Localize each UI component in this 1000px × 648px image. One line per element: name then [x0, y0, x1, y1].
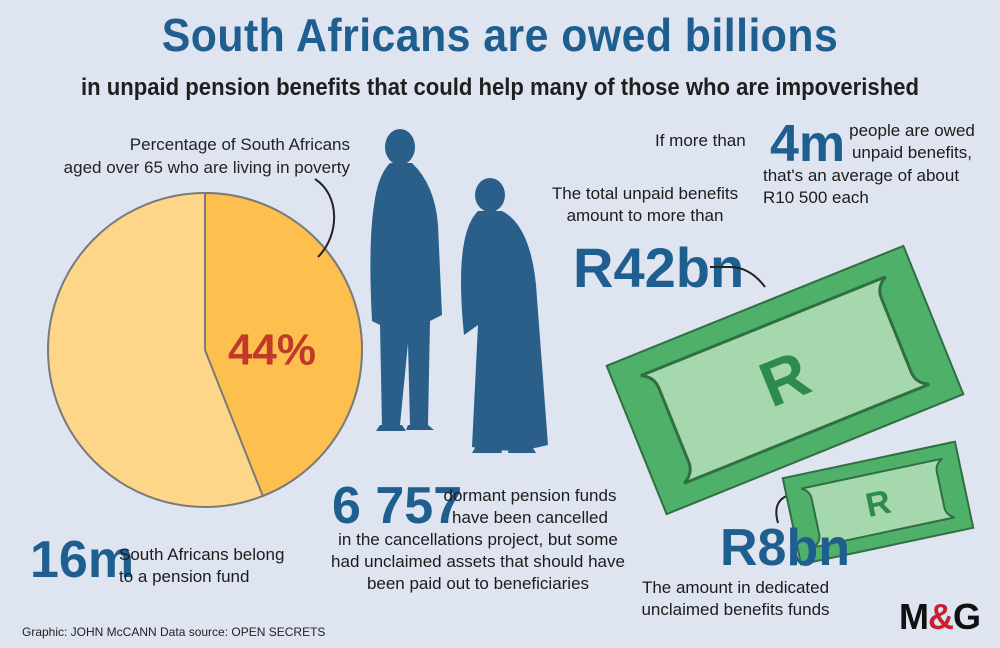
large-banknote-icon: R — [605, 244, 965, 516]
people-prefix: If more than — [655, 131, 746, 150]
total-description: The total unpaid benefits amount to more… — [540, 183, 750, 227]
footer-credit: Graphic: JOHN McCANN Data source: OPEN S… — [22, 625, 326, 639]
logo-left: M — [899, 596, 929, 637]
members-line1: South Africans belong — [119, 545, 285, 564]
pie-caption-line1: Percentage of South Africans — [129, 135, 350, 154]
pie-caption: Percentage of South Africans aged over 6… — [10, 133, 350, 179]
page-subtitle: in unpaid pension benefits that could he… — [81, 74, 919, 101]
dedicated-line1: The amount in dedicated — [641, 578, 830, 597]
dormant-line4: had unclaimed assets that should have — [331, 552, 625, 571]
members-count: 16m — [30, 531, 135, 589]
mg-logo: M&G — [899, 596, 981, 638]
dedicated-amount: R8bn — [720, 519, 850, 577]
dormant-line2: have been cancelled — [452, 508, 608, 527]
dedicated-line2: unclaimed benefits funds — [641, 600, 830, 619]
large-note-leader-line — [710, 266, 766, 288]
people-description-top: people are owed unpaid benefits, — [832, 120, 992, 164]
dormant-line1: dormant pension funds — [443, 486, 617, 505]
dormant-description-bottom: in the cancellations project, but some h… — [318, 529, 638, 595]
members-description: South Africans belong to a pension fund — [119, 544, 284, 588]
page-title: South Africans are owed billions — [161, 9, 839, 61]
pie-slice-poverty — [204, 191, 363, 498]
pie-caption-line2: aged over 65 who are living in poverty — [63, 158, 350, 177]
people-line1: people are owed — [849, 121, 975, 140]
dedicated-description: The amount in dedicated unclaimed benefi… — [628, 577, 843, 621]
dormant-line5: been paid out to beneficiaries — [366, 574, 590, 593]
logo-ampersand: & — [928, 596, 954, 637]
poverty-pie-chart: 44% — [47, 191, 363, 508]
dormant-description-top: dormant pension funds have been cancelle… — [435, 485, 625, 529]
total-line2: amount to more than — [566, 206, 724, 225]
pie-leader-line — [314, 178, 336, 258]
members-line2: to a pension fund — [119, 567, 250, 586]
total-line1: The total unpaid benefits — [551, 184, 739, 203]
logo-right: G — [953, 596, 981, 637]
people-line2: unpaid benefits, — [851, 143, 973, 162]
elderly-couple-silhouette-icon — [370, 129, 548, 453]
people-line4: R10 500 each — [763, 188, 869, 207]
people-description-bottom: that's an average of about R10 500 each — [753, 165, 993, 209]
people-line3: that's an average of about — [763, 166, 960, 185]
banknotes-illustration: R R — [605, 244, 975, 566]
people-count: 4m — [770, 115, 846, 173]
small-banknote-icon: R — [781, 440, 975, 566]
dormant-line3: in the cancellations project, but some — [338, 530, 618, 549]
pie-percent-label: 44% — [228, 326, 316, 375]
dormant-funds-count: 6 757 — [332, 477, 463, 535]
